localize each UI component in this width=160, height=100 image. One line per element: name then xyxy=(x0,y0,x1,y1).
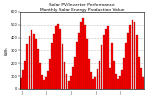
Bar xyxy=(111,43,113,89)
Bar xyxy=(37,49,39,89)
Bar xyxy=(82,18,84,89)
Bar xyxy=(53,34,55,89)
Bar xyxy=(134,22,136,89)
Bar xyxy=(35,39,37,89)
Bar xyxy=(84,25,86,89)
Bar xyxy=(60,29,61,89)
Bar xyxy=(99,61,100,89)
Bar xyxy=(121,70,123,89)
Bar xyxy=(76,42,78,89)
Bar xyxy=(78,32,80,89)
Bar xyxy=(129,25,131,89)
Bar xyxy=(107,26,109,89)
Bar xyxy=(90,72,92,89)
Bar xyxy=(66,74,68,89)
Bar xyxy=(28,36,30,89)
Y-axis label: kWh: kWh xyxy=(5,46,9,55)
Bar xyxy=(142,77,144,89)
Bar xyxy=(127,33,129,89)
Title: Solar PV/Inverter Performance
Monthly Solar Energy Production Value: Solar PV/Inverter Performance Monthly So… xyxy=(40,3,124,12)
Bar xyxy=(88,60,90,89)
Bar xyxy=(64,62,65,89)
Bar xyxy=(101,45,103,89)
Bar xyxy=(80,22,82,89)
Bar xyxy=(136,35,137,89)
Bar xyxy=(92,79,94,89)
Bar xyxy=(74,57,76,89)
Bar xyxy=(33,34,35,89)
Bar xyxy=(96,69,98,89)
Bar xyxy=(132,20,133,89)
Bar xyxy=(55,26,57,89)
Bar xyxy=(103,35,104,89)
Bar xyxy=(45,77,47,89)
Bar xyxy=(72,67,74,89)
Bar xyxy=(123,58,125,89)
Bar xyxy=(31,30,32,89)
Bar xyxy=(27,44,28,89)
Bar xyxy=(61,44,63,89)
Bar xyxy=(113,61,115,89)
Bar xyxy=(39,63,41,89)
Bar xyxy=(138,57,140,89)
Bar xyxy=(109,68,111,89)
Bar xyxy=(57,24,59,89)
Bar xyxy=(68,81,70,89)
Bar xyxy=(140,68,142,89)
Bar xyxy=(94,77,96,89)
Bar xyxy=(105,29,107,89)
Bar xyxy=(47,71,49,89)
Bar xyxy=(117,79,119,89)
Bar xyxy=(22,70,24,89)
Bar xyxy=(125,43,127,89)
Bar xyxy=(43,80,45,89)
Bar xyxy=(70,76,72,89)
Bar xyxy=(49,60,51,89)
Bar xyxy=(24,61,26,89)
Bar xyxy=(20,78,22,89)
Bar xyxy=(51,43,53,89)
Bar xyxy=(119,76,121,89)
Bar xyxy=(115,74,117,89)
Bar xyxy=(86,39,88,89)
Bar xyxy=(41,75,43,89)
